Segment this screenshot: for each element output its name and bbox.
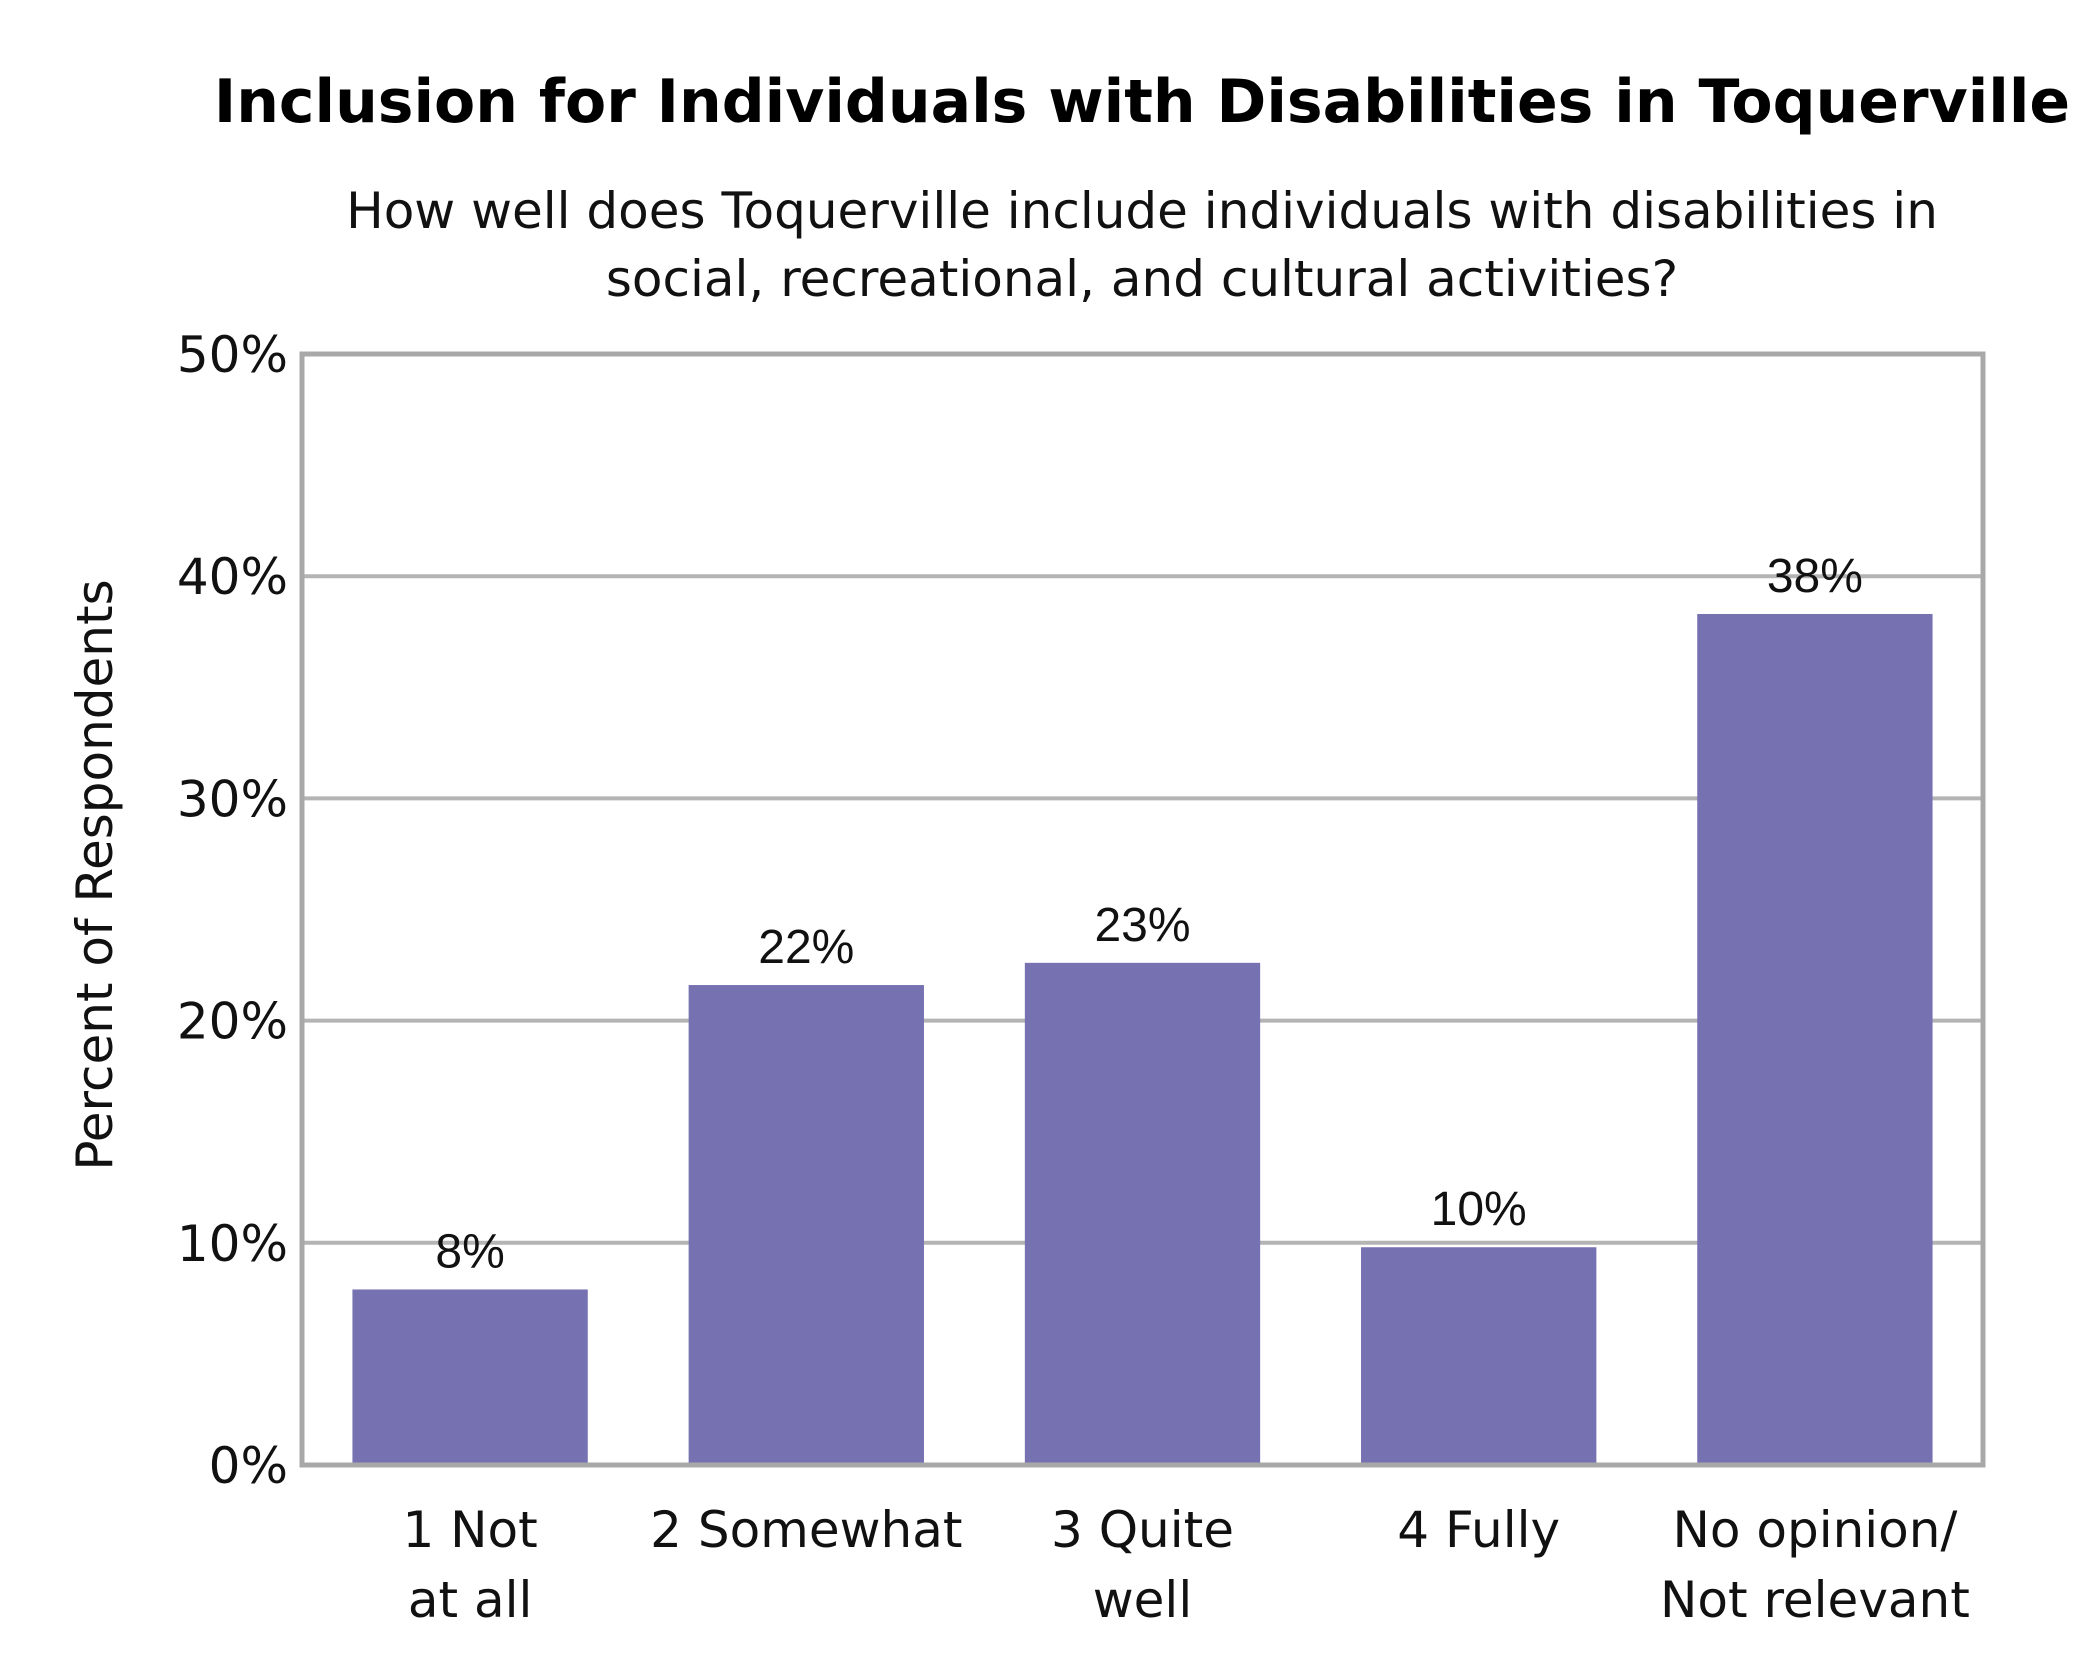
- bar-3: [1024, 962, 1261, 1465]
- data-label-5: 38%: [1767, 550, 1863, 603]
- y-tick-label-40: 40%: [177, 548, 288, 606]
- y-axis-ticks: 0% 10% 20% 30% 40% 50%: [177, 326, 288, 1495]
- category-label-4-line-1: 4 Fully: [1397, 1501, 1560, 1559]
- category-label-5-line-1: No opinion/: [1672, 1501, 1957, 1559]
- y-axis-label: Percent of Respondents: [66, 579, 124, 1170]
- data-label-2: 22%: [758, 921, 854, 974]
- bar-4: [1361, 1247, 1597, 1465]
- data-label-4: 10%: [1431, 1183, 1527, 1236]
- data-label-3: 23%: [1094, 899, 1190, 952]
- y-tick-label-10: 10%: [177, 1215, 288, 1273]
- plot-border: [299, 351, 1986, 1468]
- bars: [352, 613, 1933, 1465]
- y-tick-label-0: 0%: [209, 1437, 288, 1495]
- data-labels: 8% 22% 23% 10% 38%: [435, 550, 1863, 1278]
- bar-1: [352, 1289, 588, 1465]
- category-label-2-line-1: 2 Somewhat: [650, 1501, 962, 1559]
- bar-2: [688, 985, 924, 1465]
- category-label-3-line-1: 3 Quite: [1051, 1501, 1234, 1559]
- plot-frame: [299, 351, 1986, 1468]
- y-tick-label-50: 50%: [177, 326, 288, 384]
- chart-subtitle-line-1: How well does Toquerville include indivi…: [346, 182, 1938, 240]
- y-tick-label-20: 20%: [177, 993, 288, 1051]
- category-label-1-line-1: 1 Not: [402, 1501, 537, 1559]
- category-label-3-line-2: well: [1093, 1571, 1192, 1629]
- data-label-1: 8%: [435, 1225, 504, 1278]
- bar-5: [1697, 613, 1933, 1465]
- chart-title: Inclusion for Individuals with Disabilit…: [214, 67, 2070, 137]
- y-tick-label-30: 30%: [177, 770, 288, 828]
- chart-subtitle-line-2: social, recreational, and cultural activ…: [606, 250, 1678, 308]
- category-label-5-line-2: Not relevant: [1660, 1571, 1970, 1629]
- category-label-1-line-2: at all: [408, 1571, 533, 1629]
- x-axis-categories: 1 Not at all 2 Somewhat 3 Quite well 4 Fully N…: [402, 1501, 1969, 1629]
